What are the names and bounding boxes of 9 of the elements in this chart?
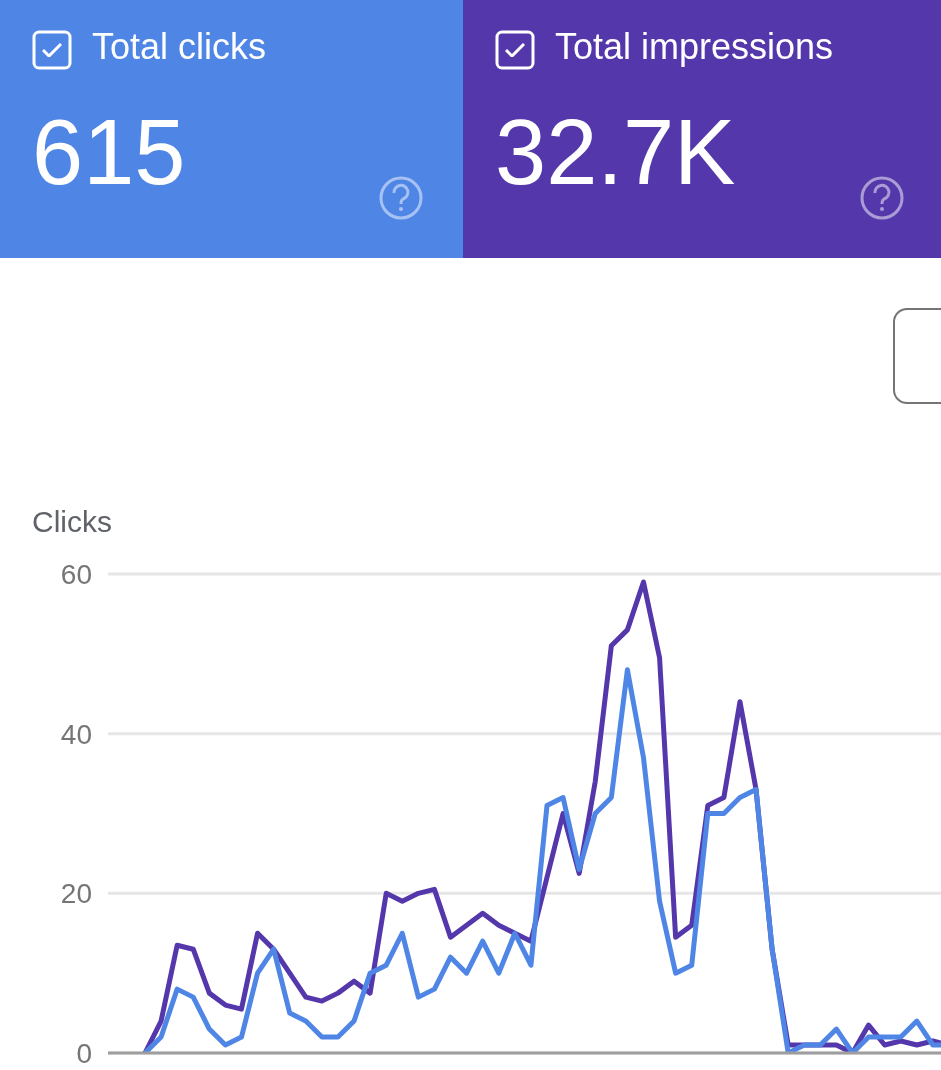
legend-label: Total impressions: [555, 26, 834, 68]
y-tick-label: 20: [60, 878, 92, 910]
y-tick-label: 60: [60, 558, 92, 590]
y-axis-title: Clicks: [32, 505, 112, 539]
y-tick-label: 0: [76, 1037, 92, 1069]
y-tick-label: 40: [60, 718, 92, 750]
text: 615: [32, 100, 186, 205]
text: 32.7K: [495, 100, 736, 205]
legend-label: Total clicks: [92, 26, 267, 68]
